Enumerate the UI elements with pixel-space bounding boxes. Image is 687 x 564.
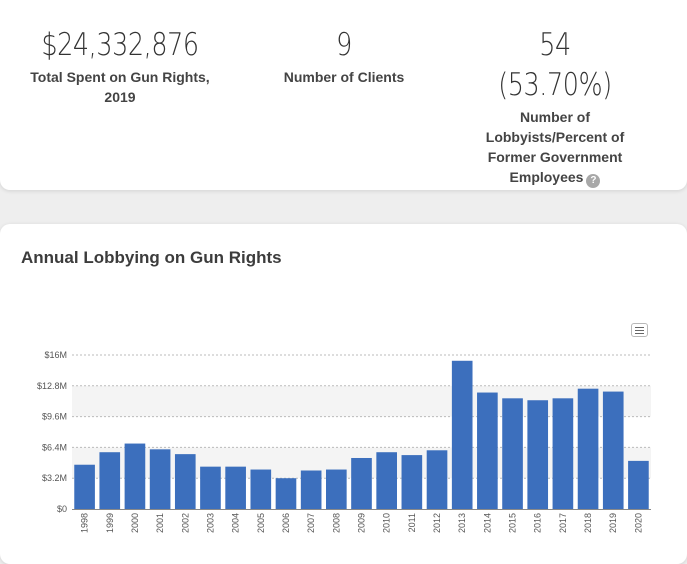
bar — [250, 469, 272, 509]
y-tick-label: $16M — [44, 350, 67, 360]
bar — [552, 398, 574, 509]
x-tick-label: 2001 — [155, 513, 165, 533]
x-tick-label: 2005 — [256, 513, 266, 533]
stat-clients: 9 Number of Clients — [244, 25, 444, 87]
chart-card: Annual Lobbying on Gun Rights $0 $3.2M $6.… — [0, 224, 687, 564]
bar — [502, 398, 523, 509]
x-tick-label: 2019 — [608, 513, 618, 533]
chart-title: Annual Lobbying on Gun Rights — [21, 248, 282, 267]
menu-line-icon — [635, 333, 644, 334]
bar — [477, 392, 498, 509]
stat-total-spent-value: $24,332,876 — [41, 27, 199, 63]
bar — [376, 452, 397, 509]
x-tick-label: 2016 — [533, 513, 543, 533]
bar — [74, 464, 95, 509]
x-tick-label: 2015 — [508, 513, 518, 533]
x-tick-label: 2018 — [583, 513, 593, 533]
x-tick-label: 2002 — [180, 513, 190, 533]
y-tick-label: $6.4M — [42, 442, 67, 452]
x-tick-label: 2003 — [205, 513, 215, 533]
stat-total-spent-label: Total Spent on Gun Rights, 2019 — [30, 69, 210, 105]
bar — [628, 460, 649, 509]
x-tick-label: 1998 — [80, 513, 90, 533]
x-tick-label: 2004 — [231, 513, 241, 533]
bar — [326, 469, 347, 509]
stat-clients-label: Number of Clients — [283, 69, 405, 85]
bar — [200, 466, 221, 509]
bar — [351, 457, 372, 509]
x-tick-label: 2013 — [457, 513, 467, 533]
help-icon[interactable]: ? — [586, 174, 601, 188]
bar — [99, 452, 121, 509]
bar — [451, 360, 473, 509]
x-tick-label: 2008 — [331, 513, 341, 533]
bar — [577, 388, 599, 509]
bar — [174, 454, 196, 509]
bar — [527, 400, 549, 509]
bar — [401, 455, 423, 509]
x-tick-label: 2014 — [482, 513, 492, 533]
stat-lobbyists-label: Number of Lobbyists/Percent of Former Go… — [462, 107, 648, 188]
x-tick-label: 2009 — [357, 513, 367, 533]
bar — [300, 470, 322, 509]
bar — [225, 466, 246, 509]
x-tick-label: 2006 — [281, 513, 291, 533]
stat-lobbyists: 54 (53.70%) Number of Lobbyists/Percent … — [462, 25, 648, 188]
x-tick-label: 2020 — [633, 513, 643, 533]
bar-chart: $0 $3.2M $6.4M $9.6M $12.8M $16M 1998 1999 2000 2… — [37, 350, 651, 533]
menu-line-icon — [635, 327, 644, 328]
bar — [602, 391, 624, 509]
bar — [124, 443, 146, 509]
x-tick-label: 2011 — [407, 513, 417, 532]
bar — [275, 478, 297, 509]
y-tick-label: $0 — [57, 504, 67, 514]
x-tick-label: 2007 — [306, 513, 316, 533]
x-tick-label: 2010 — [382, 513, 392, 533]
chart-menu-button[interactable] — [631, 323, 648, 337]
menu-line-icon — [635, 330, 644, 331]
y-tick-label: $9.6M — [42, 412, 67, 422]
y-tick-label: $3.2M — [42, 473, 67, 483]
stat-lobbyists-label-text: Number of Lobbyists/Percent of Former Go… — [485, 109, 625, 185]
x-tick-label: 2012 — [432, 513, 442, 533]
x-tick-label: 1999 — [105, 513, 115, 533]
x-tick-label: 2000 — [130, 513, 140, 533]
stat-lobbyists-value: 54 (53.70%) — [498, 27, 612, 103]
bar — [149, 449, 171, 509]
bar — [426, 450, 448, 509]
stats-card: $24,332,876 Total Spent on Gun Rights, 2… — [0, 0, 687, 190]
stat-clients-value: 9 — [336, 27, 352, 63]
stat-total-spent: $24,332,876 Total Spent on Gun Rights, 2… — [20, 25, 220, 107]
y-tick-label: $12.8M — [37, 381, 67, 391]
x-tick-label: 2017 — [558, 513, 568, 533]
